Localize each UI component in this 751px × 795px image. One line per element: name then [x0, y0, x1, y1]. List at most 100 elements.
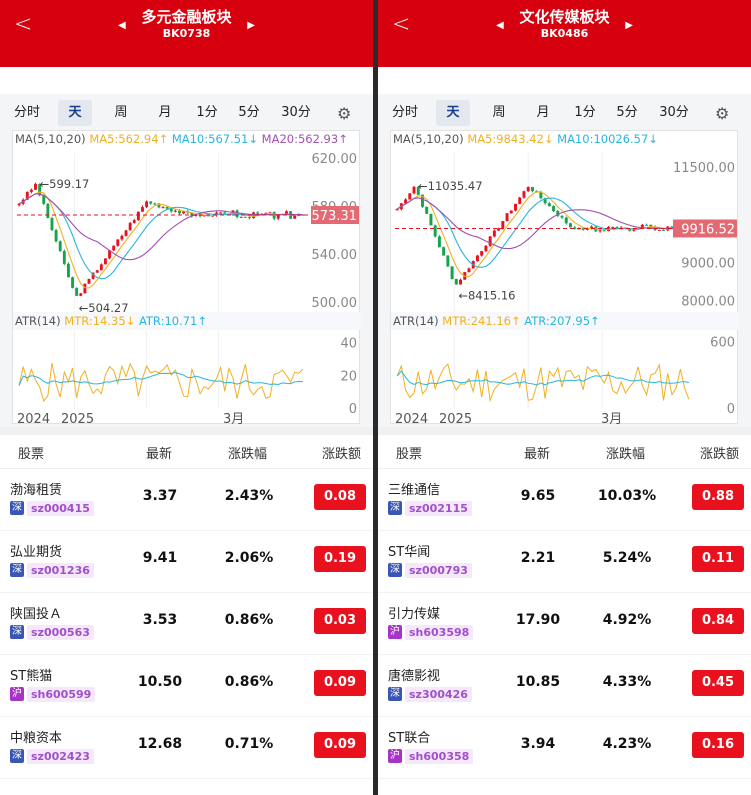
tab-fenshi[interactable]: 分时 — [13, 105, 40, 120]
candle-body — [649, 224, 653, 227]
market-badge: 深 — [10, 749, 24, 763]
tab-fenshi[interactable]: 分时 — [391, 105, 418, 120]
stock-row[interactable]: 渤海租赁 深 sz000415 3.37 2.43% 0.08 — [0, 469, 373, 531]
stock-code: sz000793 — [405, 563, 472, 578]
market-badge: 深 — [10, 563, 24, 577]
y-tick-label: 9000.00 — [681, 256, 735, 271]
tab-1min[interactable]: 1分 — [196, 105, 218, 120]
y-tick-label: 8000.00 — [681, 294, 735, 309]
candle-body — [505, 213, 509, 222]
kline-chart[interactable]: MA(5,10,20) MA5:9843.42↓ MA10:10026.57↓ … — [390, 130, 739, 425]
stock-row[interactable]: 中粮资本 深 sz002423 12.68 0.71% 0.09 — [0, 717, 373, 779]
stock-row[interactable]: 引力传媒 沪 sh603598 17.90 4.92% 0.84 — [378, 593, 751, 655]
ma20-line — [396, 197, 689, 250]
atr-header-bg — [391, 312, 739, 330]
stock-code: sh600358 — [405, 749, 474, 764]
stock-price: 3.37 — [142, 488, 178, 504]
period-tabs: 分时 天 周 月 1分 5分 30分 ⚙ — [0, 100, 373, 126]
atr-tick-label: 20 — [340, 369, 357, 384]
candle-body — [628, 228, 632, 231]
table-header: 股票 最新 涨跌幅 涨跌额 — [0, 435, 373, 469]
board-title: 文化传媒板块 — [519, 8, 610, 26]
tab-month[interactable]: 月 — [158, 105, 172, 120]
tab-5min[interactable]: 5分 — [238, 105, 260, 120]
tab-day[interactable]: 天 — [436, 100, 470, 126]
stock-row[interactable]: ST华闻 深 sz000793 2.21 5.24% 0.11 — [378, 531, 751, 593]
col-chg-header[interactable]: 涨跌额 — [322, 447, 362, 462]
col-stock-header: 股票 — [18, 447, 45, 462]
candle-body — [611, 226, 615, 228]
prev-board-icon[interactable]: ◀ — [118, 20, 126, 31]
stock-name: 引力传媒 — [388, 607, 441, 622]
candle-body — [467, 268, 471, 273]
market-badge: 沪 — [10, 687, 24, 701]
stock-row[interactable]: 弘业期货 深 sz001236 9.41 2.06% 0.19 — [0, 531, 373, 593]
col-pct-header[interactable]: 涨跌幅 — [606, 447, 646, 462]
col-price-header[interactable]: 最新 — [146, 447, 173, 462]
stock-row[interactable]: 陕国投Ａ 深 sz000563 3.53 0.86% 0.03 — [0, 593, 373, 655]
legend-ma5: MA5:562.94↑ — [89, 132, 172, 146]
stock-price: 10.50 — [137, 674, 183, 690]
candle-body — [223, 212, 227, 215]
settings-gear-icon[interactable]: ⚙ — [337, 104, 352, 123]
candle-body — [437, 236, 441, 248]
tab-day[interactable]: 天 — [58, 100, 92, 126]
candle-body — [640, 224, 644, 229]
candle-body — [615, 226, 619, 229]
stock-change-amount: 0.16 — [692, 732, 744, 758]
col-pct-header[interactable]: 涨跌幅 — [228, 447, 268, 462]
tab-5min[interactable]: 5分 — [616, 105, 638, 120]
candle-body — [50, 218, 54, 231]
col-chg-header[interactable]: 涨跌额 — [700, 447, 740, 462]
candle-body — [128, 222, 132, 231]
stock-change-pct: 0.86% — [224, 612, 274, 628]
period-tabs: 分时 天 周 月 1分 5分 30分 ⚙ — [378, 100, 751, 126]
market-badge: 深 — [388, 563, 402, 577]
stock-row[interactable]: ST熊猫 沪 sh600599 10.50 0.86% 0.09 — [0, 655, 373, 717]
candle-body — [514, 203, 517, 211]
candle-body — [239, 216, 243, 218]
candle-body — [29, 189, 33, 192]
stock-price: 17.90 — [515, 612, 561, 628]
next-board-icon[interactable]: ▶ — [247, 20, 255, 31]
header-bar: < ◀ 多元金融板块 BK0738 ▶ — [0, 0, 373, 67]
next-board-icon[interactable]: ▶ — [625, 20, 633, 31]
candle-body — [408, 193, 412, 200]
tab-1min[interactable]: 1分 — [574, 105, 596, 120]
chart-card: 分时 天 周 月 1分 5分 30分 ⚙ MA(5,10,20) MA5:562… — [0, 94, 373, 427]
back-arrow-icon[interactable]: < — [14, 12, 33, 37]
kline-chart[interactable]: MA(5,10,20) MA5:562.94↑ MA10:567.51↓ MA2… — [12, 130, 361, 425]
candle-body — [99, 264, 103, 271]
candle-body — [560, 215, 564, 218]
market-badge: 深 — [10, 501, 24, 515]
candle-body — [243, 216, 247, 218]
tab-month[interactable]: 月 — [536, 105, 550, 120]
stock-price: 2.21 — [520, 550, 556, 566]
tab-30min[interactable]: 30分 — [281, 105, 311, 120]
candle-body — [425, 206, 429, 214]
prev-board-icon[interactable]: ◀ — [496, 20, 504, 31]
tab-week[interactable]: 周 — [492, 105, 506, 120]
candle-body — [104, 258, 107, 265]
tab-week[interactable]: 周 — [114, 105, 128, 120]
stock-row[interactable]: ST联合 沪 sh600358 3.94 4.23% 0.16 — [378, 717, 751, 779]
stock-change-pct: 2.06% — [224, 550, 274, 566]
back-arrow-icon[interactable]: < — [392, 12, 411, 37]
x-axis-label: 3月 — [223, 412, 244, 425]
tab-30min[interactable]: 30分 — [659, 105, 689, 120]
candle-body — [25, 191, 29, 200]
stock-change-amount: 0.09 — [314, 670, 366, 696]
candle-body — [526, 187, 530, 192]
stock-row[interactable]: 唐德影视 深 sz300426 10.85 4.33% 0.45 — [378, 655, 751, 717]
stock-row[interactable]: 三维通信 深 sz002115 9.65 10.03% 0.88 — [378, 469, 751, 531]
candle-body — [38, 183, 42, 196]
stock-change-amount: 0.09 — [314, 732, 366, 758]
stock-name: 渤海租赁 — [10, 483, 63, 498]
settings-gear-icon[interactable]: ⚙ — [715, 104, 730, 123]
market-badge: 深 — [10, 625, 24, 639]
atr-line — [18, 372, 303, 386]
col-price-header[interactable]: 最新 — [524, 447, 551, 462]
stock-change-pct: 2.43% — [224, 488, 274, 504]
stock-change-pct: 4.92% — [602, 612, 652, 628]
atr-tick-label: 0 — [349, 402, 357, 417]
